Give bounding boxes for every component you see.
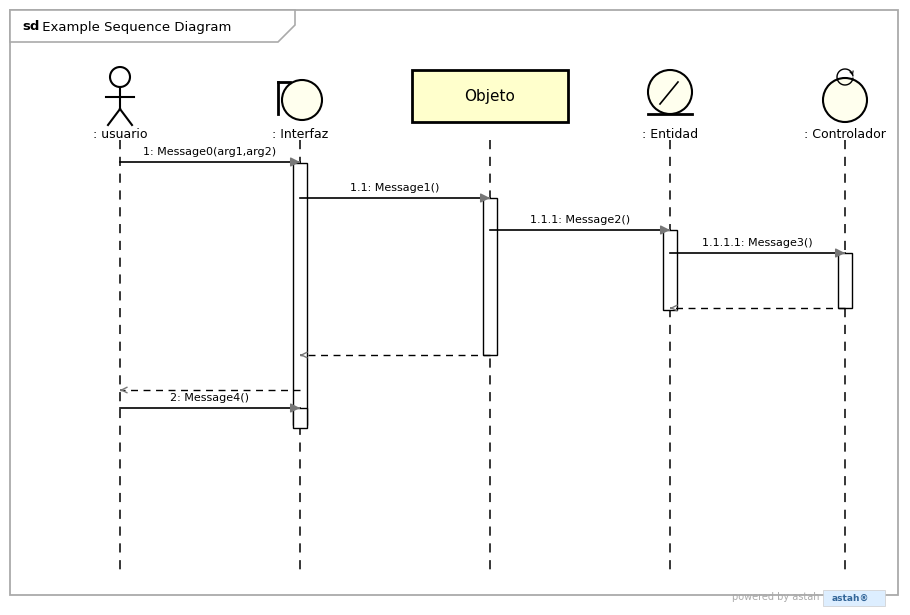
Text: : Interfaz: : Interfaz — [272, 128, 329, 141]
Bar — [663, 230, 677, 310]
Bar — [293, 163, 307, 425]
Text: Example Sequence Diagram: Example Sequence Diagram — [38, 20, 231, 33]
Text: 1.1: Message1(): 1.1: Message1() — [350, 183, 440, 193]
Text: : usuario: : usuario — [93, 128, 147, 141]
Bar — [483, 198, 497, 355]
Text: : Controlador: : Controlador — [804, 128, 886, 141]
FancyBboxPatch shape — [412, 70, 568, 122]
Text: 2: Message4(): 2: Message4() — [170, 393, 249, 403]
Text: sd: sd — [22, 20, 39, 33]
Text: : Entidad: : Entidad — [642, 128, 698, 141]
Text: 1.1.1: Message2(): 1.1.1: Message2() — [530, 215, 630, 225]
Polygon shape — [10, 10, 295, 42]
Circle shape — [648, 70, 692, 114]
Circle shape — [282, 80, 322, 120]
Text: astah®: astah® — [831, 593, 869, 603]
Bar — [293, 408, 307, 428]
Text: Objeto: Objeto — [465, 90, 515, 105]
FancyBboxPatch shape — [823, 590, 885, 606]
Circle shape — [823, 78, 867, 122]
Text: 1: Message0(arg1,arg2): 1: Message0(arg1,arg2) — [144, 147, 277, 157]
Bar — [838, 253, 852, 308]
Text: powered by astah: powered by astah — [733, 592, 820, 602]
Text: 1.1.1.1: Message3(): 1.1.1.1: Message3() — [703, 238, 813, 248]
